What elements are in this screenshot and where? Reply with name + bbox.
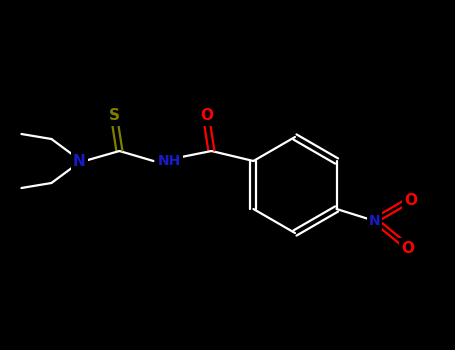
Text: NH: NH bbox=[158, 154, 181, 168]
Text: O: O bbox=[200, 108, 213, 124]
Text: O: O bbox=[401, 240, 414, 256]
Text: N: N bbox=[369, 214, 380, 228]
Text: N: N bbox=[73, 154, 86, 168]
Text: O: O bbox=[404, 193, 417, 208]
Text: S: S bbox=[109, 108, 120, 124]
